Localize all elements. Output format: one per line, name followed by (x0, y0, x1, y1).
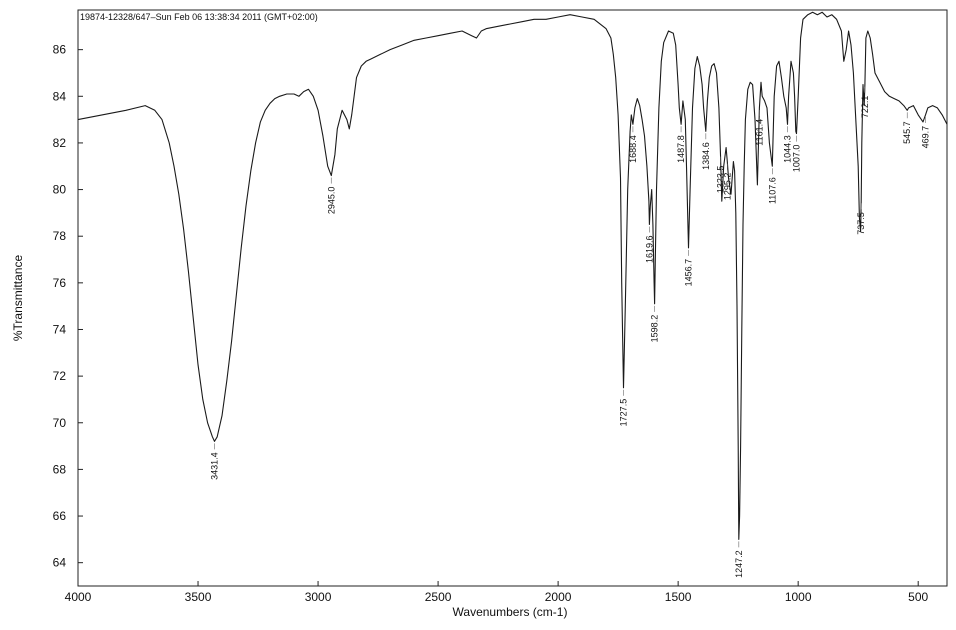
y-axis-title: %Transmittance (11, 255, 25, 342)
peak-label: 1007.0 (792, 145, 802, 173)
x-tick-label: 4000 (65, 590, 92, 604)
y-tick-label: 64 (53, 556, 67, 570)
x-axis: 4000 3500 3000 2500 2000 1500 1000 500 (65, 581, 929, 604)
y-tick-label: 76 (53, 276, 67, 290)
peak-label: 737.5 (856, 212, 866, 235)
y-tick-label: 80 (53, 183, 67, 197)
peak-label: 1247.2 (734, 550, 744, 578)
peak-label: 1044.3 (783, 135, 793, 163)
x-tick-label: 500 (908, 590, 928, 604)
peak-label: 1161.4 (754, 119, 764, 146)
x-axis-title: Wavenumbers (cm-1) (453, 605, 568, 619)
transmittance-series-line (77, 11, 948, 540)
peak-label: 1456.7 (684, 259, 694, 287)
peak-label: 1688.4 (628, 135, 638, 163)
y-tick-label: 66 (53, 509, 67, 523)
plot-frame (77, 9, 948, 587)
peak-label: 545.7 (902, 121, 912, 144)
peak-label: 3431.4 (210, 452, 220, 480)
x-tick-label: 2000 (545, 590, 572, 604)
peak-label: 2945.0 (326, 187, 336, 215)
x-tick-label: 1000 (785, 590, 812, 604)
y-tick-label: 72 (53, 369, 67, 383)
y-axis: 64 66 68 70 72 74 76 78 80 82 84 86 (53, 43, 83, 570)
peak-annotations: 3431.4 2945.0 1727.5 1688.4 1619.6 1598.2 1487… (210, 86, 931, 578)
peak-label: 1384.6 (701, 142, 711, 170)
peak-label: 1598.2 (650, 315, 660, 343)
x-tick-label: 3500 (185, 590, 212, 604)
peak-label: 1323.5 (716, 166, 726, 194)
peak-label: 1487.8 (676, 135, 686, 163)
peak-label: 1107.6 (767, 177, 777, 204)
y-tick-label: 70 (53, 416, 67, 430)
peak-label: 1727.5 (619, 399, 629, 427)
x-tick-label: 3000 (305, 590, 332, 604)
y-tick-label: 78 (53, 229, 67, 243)
peak-label: 722.1 (860, 96, 870, 119)
x-tick-label: 1500 (665, 590, 692, 604)
y-tick-label: 74 (53, 322, 67, 336)
peak-label: 469.7 (921, 126, 931, 149)
peak-label: 1295.2 (722, 173, 732, 201)
y-tick-label: 84 (53, 89, 67, 103)
spectrum-header: 19874-12328/647–Sun Feb 06 13:38:34 2011… (80, 12, 318, 22)
y-tick-label: 82 (53, 136, 67, 150)
y-tick-label: 68 (53, 462, 67, 476)
x-tick-label: 2500 (425, 590, 452, 604)
y-tick-label: 86 (53, 43, 67, 57)
peak-label: 1619.6 (644, 236, 654, 264)
